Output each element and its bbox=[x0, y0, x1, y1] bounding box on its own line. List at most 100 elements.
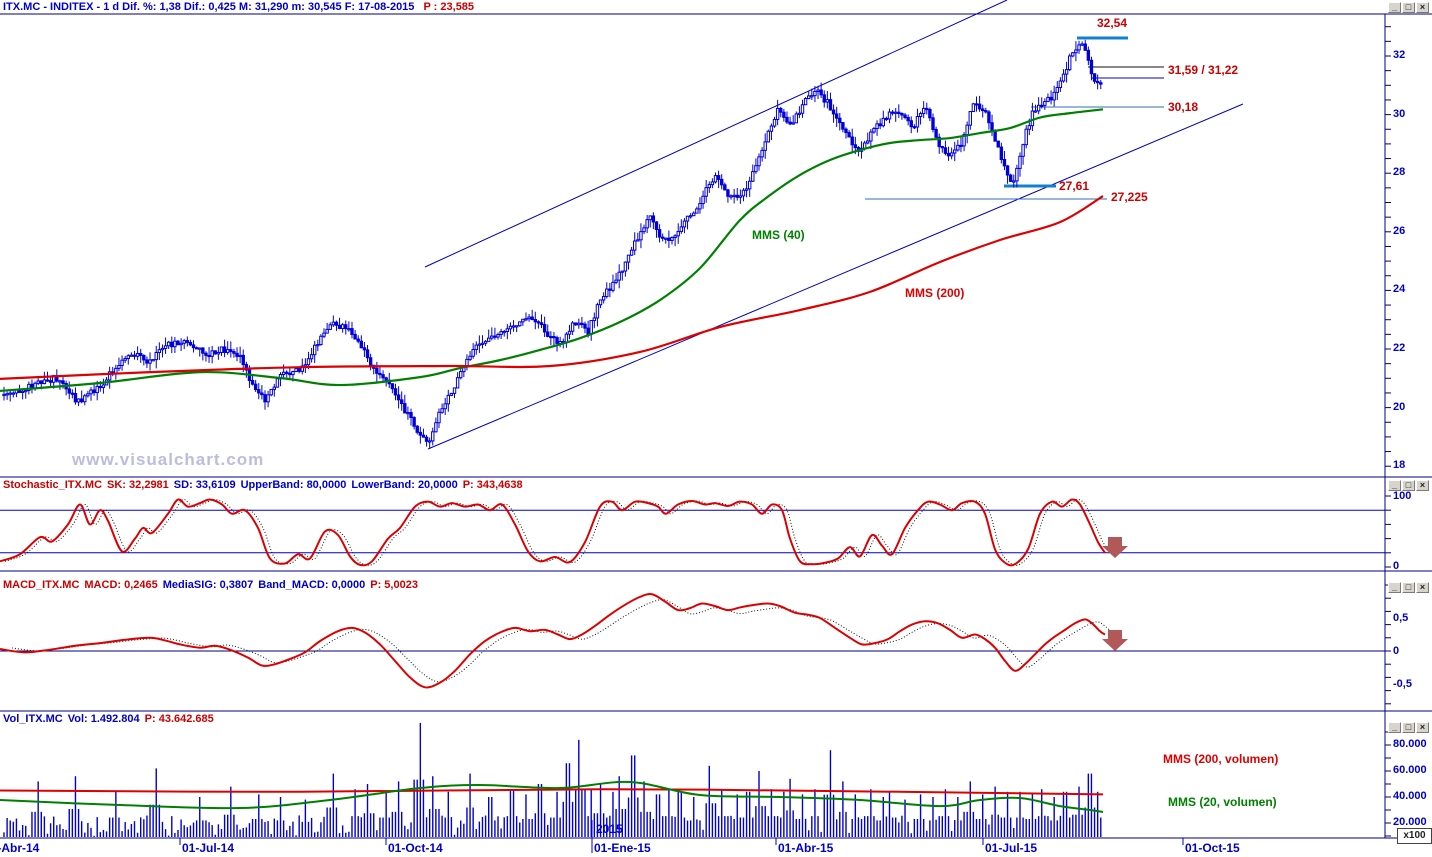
candle-body bbox=[925, 107, 929, 111]
candle-body bbox=[48, 380, 53, 383]
candle-body bbox=[176, 340, 180, 346]
sell-signal-arrow-icon bbox=[1102, 537, 1128, 558]
candle-body bbox=[486, 337, 491, 342]
candle-body bbox=[608, 288, 612, 291]
candle-body bbox=[275, 378, 280, 388]
date-label: 01-Oct-15 bbox=[1185, 841, 1240, 855]
candle-body bbox=[698, 203, 702, 210]
candle-body bbox=[807, 95, 811, 100]
date-label: 01-Abr-14 bbox=[0, 841, 40, 855]
ma-label: MMS (40) bbox=[752, 228, 805, 242]
stochastic-maximize-button[interactable]: □ bbox=[1402, 480, 1415, 491]
candle-body bbox=[244, 364, 249, 371]
candle-body bbox=[937, 136, 941, 148]
candle-body bbox=[542, 324, 547, 333]
stoch-sd-line bbox=[4, 498, 1111, 566]
volume-axis-label: 20.000 bbox=[1393, 816, 1427, 828]
candle-body bbox=[800, 104, 805, 114]
candle-body bbox=[316, 344, 320, 347]
candle-body bbox=[1095, 80, 1100, 84]
candle-body bbox=[378, 372, 382, 376]
date-label: 01-Abr-15 bbox=[778, 841, 834, 855]
price-minimize-button[interactable]: _ bbox=[1388, 2, 1401, 13]
candle-body bbox=[334, 321, 339, 326]
candle-body bbox=[83, 395, 87, 403]
candle-body bbox=[679, 226, 684, 232]
candle-body bbox=[791, 122, 795, 125]
candle-body bbox=[1061, 73, 1066, 82]
macd-maximize-button[interactable]: □ bbox=[1402, 582, 1415, 593]
volume-minimize-button[interactable]: _ bbox=[1388, 722, 1401, 733]
candle-body bbox=[580, 322, 584, 325]
candle-body bbox=[639, 231, 643, 241]
candle-body bbox=[595, 304, 600, 319]
candle-body bbox=[747, 180, 752, 190]
price-close-button[interactable]: × bbox=[1416, 2, 1429, 13]
volume-mms200-line bbox=[0, 788, 1104, 796]
header-segment: P: 5,0023 bbox=[370, 579, 418, 591]
stochastic-header: Stochastic_ITX.MC SK: 32,2981 SD: 33,6109 U… bbox=[3, 479, 528, 491]
header-segment: Band_MACD: 0,0000 bbox=[258, 579, 366, 591]
candle-body bbox=[999, 146, 1004, 160]
candle-body bbox=[981, 108, 985, 112]
candle-body bbox=[213, 350, 217, 355]
candle-body bbox=[151, 359, 155, 362]
header-segment: P: 43.642.685 bbox=[144, 713, 214, 725]
date-label: 01-Jul-15 bbox=[985, 841, 1038, 855]
macd-header: MACD_ITX.MC MACD: 0,2465 MediaSIG: 0,3807 B… bbox=[3, 579, 423, 591]
date-label: 01-Oct-14 bbox=[388, 841, 443, 855]
macd-minimize-button[interactable]: _ bbox=[1388, 582, 1401, 593]
candle-body bbox=[70, 392, 75, 395]
candle-body bbox=[794, 113, 798, 124]
candle-body bbox=[744, 188, 749, 191]
candle-body bbox=[154, 352, 158, 361]
candle-body bbox=[782, 111, 786, 118]
volume-unit-box: x100 bbox=[1397, 828, 1432, 844]
price-maximize-button[interactable]: □ bbox=[1402, 2, 1415, 13]
candle-body bbox=[875, 123, 879, 130]
year-label: 2015 bbox=[596, 822, 623, 836]
candle-body bbox=[614, 279, 618, 283]
volume-close-button[interactable]: × bbox=[1416, 722, 1429, 733]
macd-close-button[interactable]: × bbox=[1416, 582, 1429, 593]
candle-body bbox=[962, 134, 966, 147]
candle-body bbox=[943, 147, 948, 154]
candle-body bbox=[816, 89, 820, 92]
candle-body bbox=[381, 374, 385, 379]
candle-body bbox=[319, 335, 323, 346]
candle-body bbox=[667, 237, 671, 241]
candle-body bbox=[726, 189, 730, 197]
volume-maximize-button[interactable]: □ bbox=[1402, 722, 1415, 733]
candle-body bbox=[45, 379, 50, 382]
candle-body bbox=[573, 322, 578, 326]
candle-body bbox=[163, 345, 168, 349]
candle-body bbox=[24, 389, 28, 393]
candle-body bbox=[844, 128, 848, 134]
candle-body bbox=[1074, 49, 1078, 54]
candle-body bbox=[399, 399, 404, 405]
candle-body bbox=[412, 417, 416, 427]
previous-close-text: P : 23,585 bbox=[423, 1, 475, 13]
candle-body bbox=[1027, 125, 1032, 130]
candle-body bbox=[959, 144, 963, 148]
stochastic-close-button[interactable]: × bbox=[1416, 480, 1429, 491]
candle-body bbox=[825, 99, 830, 103]
candle-body bbox=[570, 322, 575, 332]
candle-body bbox=[235, 352, 239, 357]
candle-body bbox=[188, 341, 193, 346]
header-segment: MACD: 0,2465 bbox=[84, 579, 158, 591]
candle-body bbox=[390, 383, 395, 390]
candle-body bbox=[1089, 59, 1094, 75]
candle-body bbox=[987, 111, 991, 124]
candle-body bbox=[443, 403, 447, 410]
candle-body bbox=[219, 346, 224, 353]
candle-body bbox=[440, 408, 444, 413]
stochastic-minimize-button[interactable]: _ bbox=[1388, 480, 1401, 491]
candle-body bbox=[775, 107, 780, 120]
candle-body bbox=[810, 95, 814, 98]
candle-body bbox=[906, 116, 910, 122]
macd-axis-label: 0 bbox=[1393, 645, 1400, 657]
candle-body bbox=[344, 324, 348, 330]
candle-body bbox=[145, 359, 149, 364]
